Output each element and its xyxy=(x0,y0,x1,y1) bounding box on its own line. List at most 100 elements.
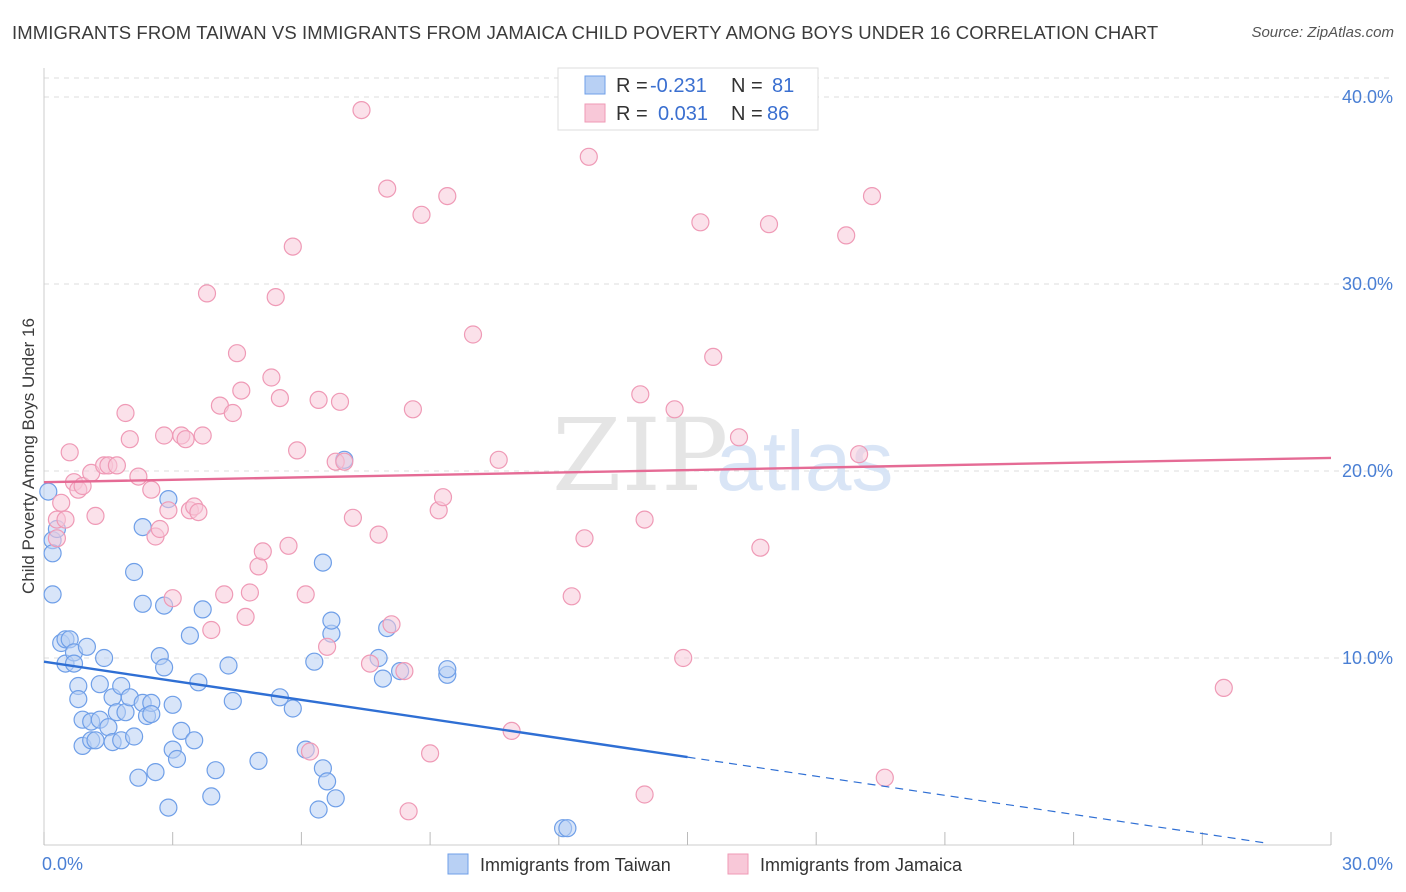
taiwan-point xyxy=(90,675,109,694)
jamaica-point xyxy=(575,529,594,548)
taiwan-point xyxy=(206,761,225,780)
jamaica-point xyxy=(382,615,401,634)
jamaica-point xyxy=(759,215,779,234)
x-axis-ticks xyxy=(43,832,1332,845)
jamaica-point xyxy=(300,742,320,761)
legend-r-label-taiwan: R = xyxy=(616,75,648,97)
jamaica-point xyxy=(60,443,79,462)
jamaica-point xyxy=(862,187,882,206)
jamaica-point xyxy=(296,585,315,604)
x-tick-labels: 0.0% 30.0% xyxy=(42,854,1393,874)
taiwan-point xyxy=(172,721,191,741)
taiwan-point xyxy=(125,727,144,746)
taiwan-point xyxy=(146,762,165,782)
jamaica-point xyxy=(849,445,869,464)
gridlines xyxy=(44,77,1392,659)
jamaica-point xyxy=(116,403,135,423)
taiwan-point xyxy=(185,731,204,750)
jamaica-point xyxy=(189,502,208,522)
x-tick-label: 0.0% xyxy=(42,854,83,874)
jamaica-point xyxy=(279,536,298,555)
jamaica-point xyxy=(107,456,127,475)
jamaica-point xyxy=(283,237,302,256)
jamaica-point xyxy=(691,213,710,232)
jamaica-point xyxy=(193,426,212,445)
taiwan-point xyxy=(202,787,221,806)
legend-n-label-jamaica: N = xyxy=(731,103,763,125)
trend-lines xyxy=(43,456,1332,844)
taiwan-point xyxy=(94,648,114,668)
bottom-legend-swatch-taiwan xyxy=(447,853,469,875)
taiwan-point xyxy=(189,673,208,692)
jamaica-point xyxy=(270,389,289,408)
taiwan-point xyxy=(309,800,328,819)
jamaica-point xyxy=(433,488,453,507)
jamaica-point xyxy=(159,501,178,520)
jamaica-point xyxy=(412,205,431,224)
taiwan-point xyxy=(283,699,302,718)
jamaica-point xyxy=(635,510,654,529)
taiwan-trend-line xyxy=(43,660,688,759)
jamaica-point xyxy=(227,344,247,363)
y-tick-label: 20.0% xyxy=(1342,461,1393,481)
taiwan-point xyxy=(223,691,242,711)
jamaica-point xyxy=(232,381,251,400)
jamaica-point xyxy=(837,226,856,245)
jamaica-point xyxy=(176,430,195,449)
taiwan-point xyxy=(558,819,577,838)
jamaica-point xyxy=(399,802,418,821)
watermark-atlas: atlas xyxy=(716,414,893,508)
taiwan-trend-extension xyxy=(687,756,1267,844)
taiwan-point xyxy=(133,594,152,613)
jamaica-point xyxy=(631,385,650,404)
taiwan-point xyxy=(219,656,238,675)
taiwan-point xyxy=(69,689,88,709)
jamaica-point xyxy=(463,325,483,344)
jamaica-point xyxy=(240,583,259,602)
taiwan-point xyxy=(159,798,178,817)
jamaica-point xyxy=(129,467,148,486)
jamaica-point xyxy=(403,400,422,419)
taiwan-point xyxy=(313,553,332,572)
taiwan-point xyxy=(373,669,392,688)
taiwan-point xyxy=(249,751,268,771)
jamaica-point xyxy=(52,493,71,512)
jamaica-point xyxy=(86,506,105,526)
jamaica-point xyxy=(262,368,281,387)
jamaica-point xyxy=(438,187,457,206)
legend-r-value-taiwan: -0.231 xyxy=(650,75,707,97)
jamaica-point xyxy=(215,585,234,604)
taiwan-point xyxy=(438,660,457,679)
data-points xyxy=(39,100,1233,838)
taiwan-point xyxy=(64,654,84,673)
legend-n-label-taiwan: N = xyxy=(731,75,763,97)
jamaica-point xyxy=(875,768,894,787)
jamaica-point xyxy=(223,403,242,423)
legend-box: R = -0.231 N = 81 R = 0.031 N = 86 xyxy=(557,67,819,131)
legend-r-value-jamaica: 0.031 xyxy=(658,103,708,125)
legend-n-value-taiwan: 81 xyxy=(772,75,794,97)
bottom-legend-swatch-jamaica xyxy=(727,853,749,875)
taiwan-point xyxy=(318,772,337,791)
legend-swatch-taiwan xyxy=(584,75,606,95)
taiwan-point xyxy=(322,611,341,630)
jamaica-point xyxy=(47,529,67,548)
jamaica-point xyxy=(309,390,328,409)
jamaica-point xyxy=(335,452,354,471)
jamaica-point xyxy=(202,620,221,640)
taiwan-point xyxy=(155,658,174,677)
jamaica-point xyxy=(266,288,285,307)
source-label: Source: ZipAtlas.com xyxy=(1251,24,1394,41)
taiwan-point xyxy=(125,562,144,582)
jamaica-point xyxy=(674,648,693,668)
jamaica-point xyxy=(142,480,161,499)
jamaica-point xyxy=(421,744,440,763)
jamaica-point xyxy=(729,428,749,447)
jamaica-point xyxy=(343,508,362,527)
jamaica-point xyxy=(330,392,350,411)
x-tick-label: 30.0% xyxy=(1342,854,1393,874)
watermark-zip: ZIP xyxy=(552,397,728,514)
jamaica-point xyxy=(489,450,508,469)
jamaica-point xyxy=(155,426,174,445)
